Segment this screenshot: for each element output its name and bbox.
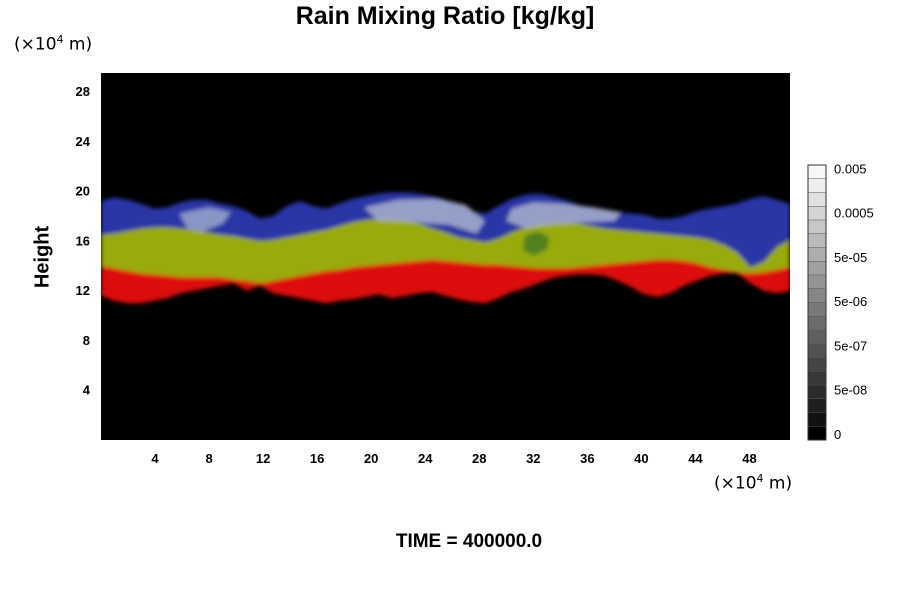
field-highlight-1	[364, 198, 485, 234]
colorbar-swatch	[808, 178, 826, 193]
colorbar-label: 5e-08	[834, 383, 867, 398]
colorbar-swatch	[808, 398, 826, 413]
colorbar-swatch	[808, 288, 826, 303]
x-unit-exp: 4	[756, 472, 764, 485]
x-tick-label: 28	[472, 451, 486, 466]
x-tick-label: 24	[418, 451, 433, 466]
x-tick-label: 4	[151, 451, 159, 466]
colorbar-frame	[807, 164, 827, 441]
colorbar-swatch	[808, 261, 826, 276]
x-ticks: 4 8 12 16 20 24 28 32 36 40 44 48	[151, 451, 756, 466]
colorbar-label: 5e-06	[834, 294, 867, 309]
colorbar-swatch	[808, 316, 826, 331]
colorbar-swatch	[808, 220, 826, 235]
colorbar-labels: 0.005 0.0005 5e-05 5e-06 5e-07 5e-08 0	[834, 161, 874, 442]
y-axis-unit: (×104 m)	[14, 33, 92, 55]
y-tick-label: 12	[76, 283, 90, 298]
colorbar-swatch	[808, 343, 826, 358]
colorbar-swatch	[808, 426, 826, 441]
x-tick-label: 12	[256, 451, 270, 466]
x-tick-label: 40	[634, 451, 648, 466]
x-unit-suffix: m)	[763, 473, 793, 494]
y-axis-label-text: Height	[31, 225, 54, 289]
colorbar-swatch	[808, 192, 826, 207]
colorbar-swatch	[808, 233, 826, 248]
x-tick-label: 8	[205, 451, 212, 466]
time-label: TIME = 400000.0	[395, 531, 543, 552]
rain-field	[101, 192, 790, 304]
x-tick-label: 36	[580, 451, 594, 466]
field-highlight-0	[179, 207, 231, 233]
chart-title: Rain Mixing Ratio [kg/kg]	[295, 2, 595, 30]
colorbar-swatch	[808, 165, 826, 180]
y-unit-prefix: (×10	[14, 34, 57, 55]
colorbar-label: 0	[834, 427, 841, 442]
field-layer-0	[101, 258, 790, 304]
x-tick-label: 20	[364, 451, 378, 466]
colorbar-swatch	[808, 330, 826, 345]
y-tick-label: 16	[76, 233, 90, 248]
x-tick-label: 16	[310, 451, 324, 466]
colorbar-label: 5e-05	[834, 250, 867, 265]
y-ticks: 4 8 12 16 20 24 28	[76, 84, 91, 398]
colorbar-label: 0.0005	[834, 206, 874, 221]
colorbar	[807, 164, 827, 441]
x-axis-unit: (×104 m)	[714, 472, 792, 494]
colorbar-swatch	[808, 371, 826, 386]
colorbar-label: 0.005	[834, 161, 867, 176]
x-unit-prefix: (×10	[714, 473, 757, 494]
x-tick-label: 44	[688, 451, 703, 466]
x-tick-label: 48	[742, 451, 756, 466]
colorbar-swatch	[808, 385, 826, 400]
colorbar-label: 5e-07	[834, 338, 867, 353]
y-tick-label: 24	[76, 134, 91, 149]
x-tick-label: 32	[526, 451, 540, 466]
field-highlight-3	[522, 231, 550, 256]
colorbar-swatch	[808, 206, 826, 221]
y-tick-label: 8	[83, 333, 90, 348]
y-unit-suffix: m)	[63, 34, 93, 55]
y-tick-label: 20	[76, 184, 90, 199]
field-layer-1	[101, 217, 790, 284]
field-highlight-2	[506, 202, 622, 229]
field-layer-2	[101, 192, 790, 268]
colorbar-swatch	[808, 275, 826, 290]
colorbar-swatch	[808, 302, 826, 317]
colorbar-swatch	[808, 247, 826, 262]
y-unit-exp: 4	[56, 33, 64, 46]
y-tick-label: 4	[83, 383, 91, 398]
colorbar-swatch	[808, 412, 826, 427]
colorbar-swatch	[808, 357, 826, 372]
y-tick-label: 28	[76, 84, 90, 99]
